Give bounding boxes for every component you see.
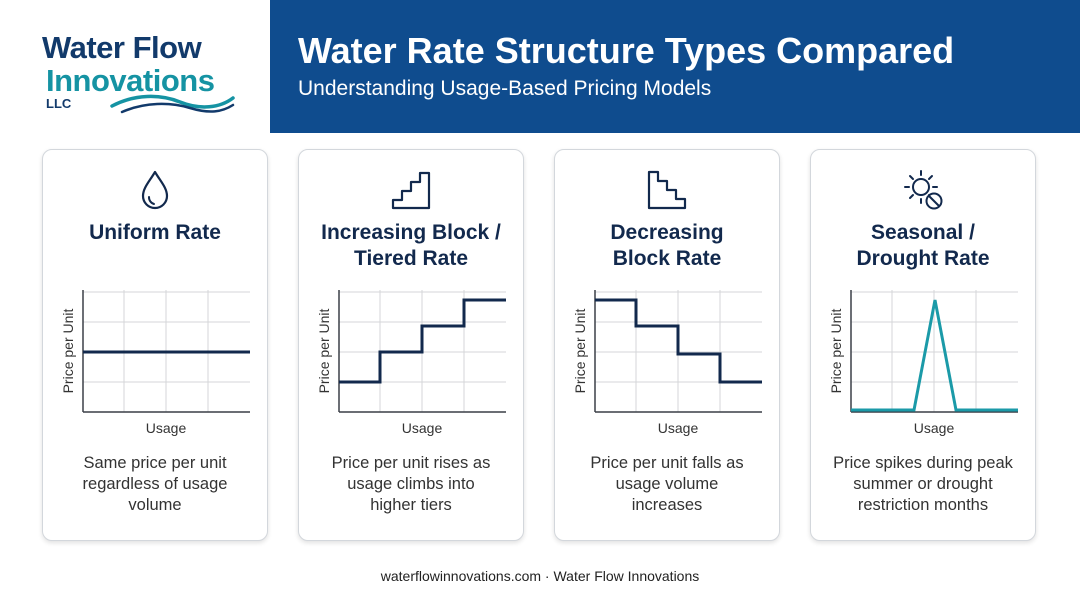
card-description: Price per unit rises as usage climbs int… [309,453,513,516]
x-axis-label: Usage [914,420,955,436]
card-title-line: Tiered Rate [354,247,468,270]
rate-line [339,298,506,384]
card-uniform-rate: Uniform Rate Usage Price per Unit Same p… [42,149,268,541]
card-title-line: Drought Rate [856,247,990,270]
desc-line: Price per unit falls as [590,454,744,472]
footer-text: waterflowinnovations.com · Water Flow In… [380,568,700,584]
wave-icon [110,94,235,114]
y-axis-label: Price per Unit [572,308,588,393]
desc-line: higher tiers [370,496,452,514]
card-title: Increasing Block / Tiered Rate [305,220,517,272]
desc-line: Same price per unit [83,454,227,472]
logo-line-2: Innovations [46,63,215,98]
x-axis-label: Usage [146,420,187,436]
rate-chart-increasing: Usage Price per Unit [316,290,506,436]
sun-restricted-icon [904,170,943,210]
y-axis-label: Price per Unit [316,308,332,393]
page-subtitle: Understanding Usage-Based Pricing Models [298,77,712,100]
desc-line: restriction months [857,496,989,514]
rate-chart-seasonal: Usage Price per Unit [828,290,1018,436]
desc-line: summer or drought [853,475,993,493]
logo-line-3: LLC [46,96,72,111]
desc-line: usage climbs into [347,475,475,493]
staircase-up-icon [391,171,431,210]
x-axis-label: Usage [658,420,699,436]
card-title: Seasonal / Drought Rate [817,220,1029,272]
card-title-line: Increasing Block / [321,221,501,244]
desc-line: volume [128,496,182,514]
desc-line: usage volume [615,475,719,493]
card-title-line: Block Rate [612,247,722,270]
y-axis-label: Price per Unit [60,308,76,393]
x-axis-label: Usage [402,420,443,436]
header-banner: Water Rate Structure Types Compared Unde… [270,0,1080,133]
card-title-line: Seasonal / [871,221,975,244]
card-increasing-block-rate: Increasing Block / Tiered Rate Usage Pri… [298,149,524,541]
rate-line [595,298,762,384]
logo: Water Flow Innovations LLC [0,0,270,133]
card-description: Same price per unit regardless of usage … [53,453,257,516]
card-title-line: Uniform Rate [89,221,221,244]
rate-line [851,299,1018,412]
card-description: Price spikes during peak summer or droug… [821,453,1025,516]
desc-line: Price spikes during peak [833,454,1013,472]
water-drop-icon [141,170,169,210]
card-decreasing-block-rate: Decreasing Block Rate Usage Price per Un… [554,149,780,541]
rate-chart-decreasing: Usage Price per Unit [572,290,762,436]
rate-chart-uniform: Usage Price per Unit [60,290,250,436]
card-title-line: Decreasing [610,221,724,244]
desc-line: Price per unit rises as [331,454,491,472]
card-title: Decreasing Block Rate [561,220,773,272]
page-title: Water Rate Structure Types Compared [298,30,955,71]
logo-line-1: Water Flow [42,30,202,65]
desc-line: regardless of usage [82,475,228,493]
staircase-down-icon [647,170,687,210]
card-seasonal-drought-rate: Seasonal / Drought Rate Usage Price per … [810,149,1036,541]
card-title: Uniform Rate [49,220,261,246]
y-axis-label: Price per Unit [828,308,844,393]
card-description: Price per unit falls as usage volume inc… [565,453,769,516]
desc-line: increases [631,496,703,514]
